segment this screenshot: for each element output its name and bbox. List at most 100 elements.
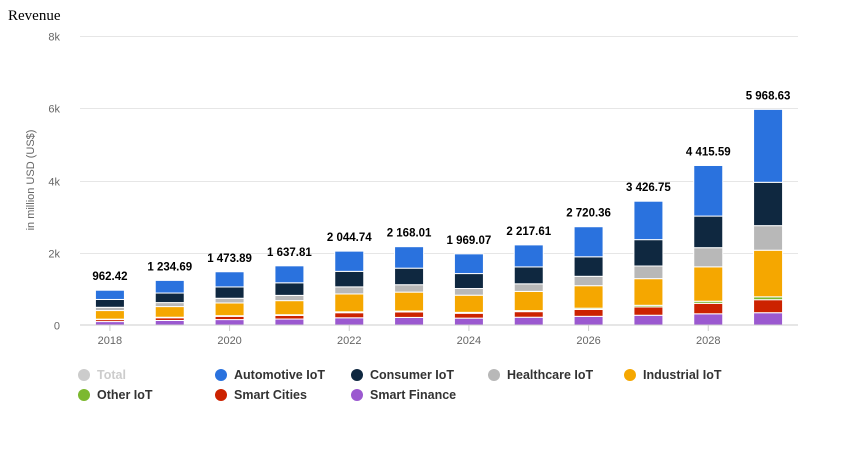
legend-item-other-iot[interactable]: Other IoT [78, 386, 153, 404]
legend-label: Total [97, 368, 126, 382]
bar-segment-healthcare-iot[interactable] [513, 283, 544, 292]
bar-segment-smart-cities[interactable] [274, 314, 305, 320]
chart: 0 2k 4k 6k 8k in million USD (US$) 962.42 1 2… [25, 32, 798, 347]
total-data-label: 1 473.89 [207, 253, 252, 265]
bar-segment-consumer-iot[interactable] [274, 282, 305, 296]
legend-marker-icon [351, 369, 363, 381]
bar-segment-healthcare-iot[interactable] [214, 297, 245, 304]
bar-segment-consumer-iot[interactable] [394, 267, 425, 286]
bar-segment-smart-finance[interactable] [453, 317, 484, 326]
bar-segment-automotive-iot[interactable] [94, 289, 125, 300]
legend-item-automotive-iot[interactable]: Automotive IoT [215, 366, 325, 384]
bar-segment-industrial-iot[interactable] [633, 278, 664, 306]
bar-segment-automotive-iot[interactable] [513, 244, 544, 268]
bar-segment-smart-cities[interactable] [513, 311, 544, 318]
legend-item-consumer-iot[interactable]: Consumer IoT [351, 366, 454, 384]
bar-segment-healthcare-iot[interactable] [693, 247, 724, 268]
bar-segment-industrial-iot[interactable] [394, 291, 425, 312]
bar-segment-smart-finance[interactable] [573, 315, 604, 326]
y-axis-ticks: 0 2k 4k 6k 8k [48, 32, 60, 333]
legend-marker-icon [488, 369, 500, 381]
bar-segment-healthcare-iot[interactable] [633, 265, 664, 280]
legend-item-healthcare-iot[interactable]: Healthcare IoT [488, 366, 593, 384]
bar-segment-automotive-iot[interactable] [214, 271, 245, 288]
bar-segment-smart-finance[interactable] [633, 314, 664, 326]
bar-segment-healthcare-iot[interactable] [274, 294, 305, 302]
bar-segment-industrial-iot[interactable] [693, 266, 724, 302]
legend-marker-icon [215, 369, 227, 381]
bar-segment-smart-finance[interactable] [753, 312, 784, 326]
bar-segment-smart-cities[interactable] [753, 299, 784, 314]
bar-segment-consumer-iot[interactable] [693, 215, 724, 249]
bar-segment-automotive-iot[interactable] [154, 279, 185, 294]
bar-segment-industrial-iot[interactable] [513, 290, 544, 312]
y-tick-label: 4k [48, 177, 60, 189]
bar-segment-consumer-iot[interactable] [513, 266, 544, 285]
bar-segment-automotive-iot[interactable] [453, 253, 484, 275]
legend-marker-icon [78, 369, 90, 381]
legend-marker-icon [78, 389, 90, 401]
bar-segment-smart-finance[interactable] [94, 321, 125, 326]
total-data-label: 2 044.74 [327, 232, 372, 244]
bar-segment-consumer-iot[interactable] [214, 286, 245, 299]
bar-segment-automotive-iot[interactable] [573, 226, 604, 258]
page-title: Revenue [8, 8, 61, 24]
legend-item-total[interactable]: Total [78, 366, 126, 384]
bar-segment-healthcare-iot[interactable] [573, 275, 604, 287]
bar-segment-industrial-iot[interactable] [94, 310, 125, 320]
bar-segment-consumer-iot[interactable] [573, 256, 604, 277]
bar-segment-industrial-iot[interactable] [753, 249, 784, 298]
bar-segment-healthcare-iot[interactable] [334, 286, 365, 295]
bar-segment-industrial-iot[interactable] [334, 293, 365, 313]
bar-segment-smart-cities[interactable] [693, 302, 724, 315]
bar-segment-consumer-iot[interactable] [94, 298, 125, 308]
bar-segment-healthcare-iot[interactable] [394, 284, 425, 293]
legend-label: Smart Cities [234, 388, 307, 402]
total-data-label: 1 637.81 [267, 247, 312, 259]
bar-segment-automotive-iot[interactable] [693, 164, 724, 217]
legend-item-smart-cities[interactable]: Smart Cities [215, 386, 307, 404]
bar-segment-industrial-iot[interactable] [154, 306, 185, 318]
legend-label: Automotive IoT [234, 368, 325, 382]
bar-segment-automotive-iot[interactable] [394, 246, 425, 269]
bar-segment-smart-cities[interactable] [633, 306, 664, 316]
legend-label: Industrial IoT [643, 368, 722, 382]
bar-segment-industrial-iot[interactable] [573, 285, 604, 309]
legend-item-smart-finance[interactable]: Smart Finance [351, 386, 456, 404]
bar-segment-industrial-iot[interactable] [214, 302, 245, 317]
x-tick-label: 2018 [98, 335, 122, 347]
bar-segment-smart-cities[interactable] [334, 312, 365, 319]
legend-item-industrial-iot[interactable]: Industrial IoT [624, 366, 721, 384]
bar-segment-automotive-iot[interactable] [753, 108, 784, 183]
bar-segment-smart-finance[interactable] [693, 313, 724, 326]
bar-segment-smart-finance[interactable] [513, 316, 544, 326]
bar-segment-smart-cities[interactable] [394, 311, 425, 318]
legend-marker-icon [215, 389, 227, 401]
grid-lines [80, 36, 798, 254]
bar-segment-automotive-iot[interactable] [334, 250, 365, 272]
bar-segment-consumer-iot[interactable] [453, 273, 484, 290]
total-labels: 962.42 1 234.69 1 473.89 1 637.81 2 044.74 2 … [92, 90, 790, 283]
bar-segment-consumer-iot[interactable] [334, 270, 365, 288]
bar-segment-automotive-iot[interactable] [633, 200, 664, 241]
bar-segment-industrial-iot[interactable] [274, 300, 305, 316]
bar-segment-consumer-iot[interactable] [154, 292, 185, 304]
legend-marker-icon [624, 369, 636, 381]
x-tick-label: 2022 [337, 335, 361, 347]
x-tick-label: 2028 [696, 335, 720, 347]
bar-segment-industrial-iot[interactable] [453, 294, 484, 313]
bar-segment-healthcare-iot[interactable] [453, 288, 484, 296]
bar-segment-smart-cities[interactable] [573, 308, 604, 317]
bar-segment-smart-finance[interactable] [274, 318, 305, 326]
bar-segment-smart-finance[interactable] [394, 316, 425, 326]
total-data-label: 1 234.69 [147, 261, 192, 273]
bar-segment-healthcare-iot[interactable] [154, 302, 185, 308]
bar-segment-consumer-iot[interactable] [633, 239, 664, 267]
bar-segment-smart-finance[interactable] [334, 317, 365, 326]
bar-segment-automotive-iot[interactable] [274, 265, 305, 284]
bar-segment-smart-cities[interactable] [453, 312, 484, 319]
bar-segment-healthcare-iot[interactable] [753, 225, 784, 251]
bar-segment-smart-finance[interactable] [214, 319, 245, 326]
bar-segment-smart-finance[interactable] [154, 319, 185, 326]
bar-segment-consumer-iot[interactable] [753, 181, 784, 227]
